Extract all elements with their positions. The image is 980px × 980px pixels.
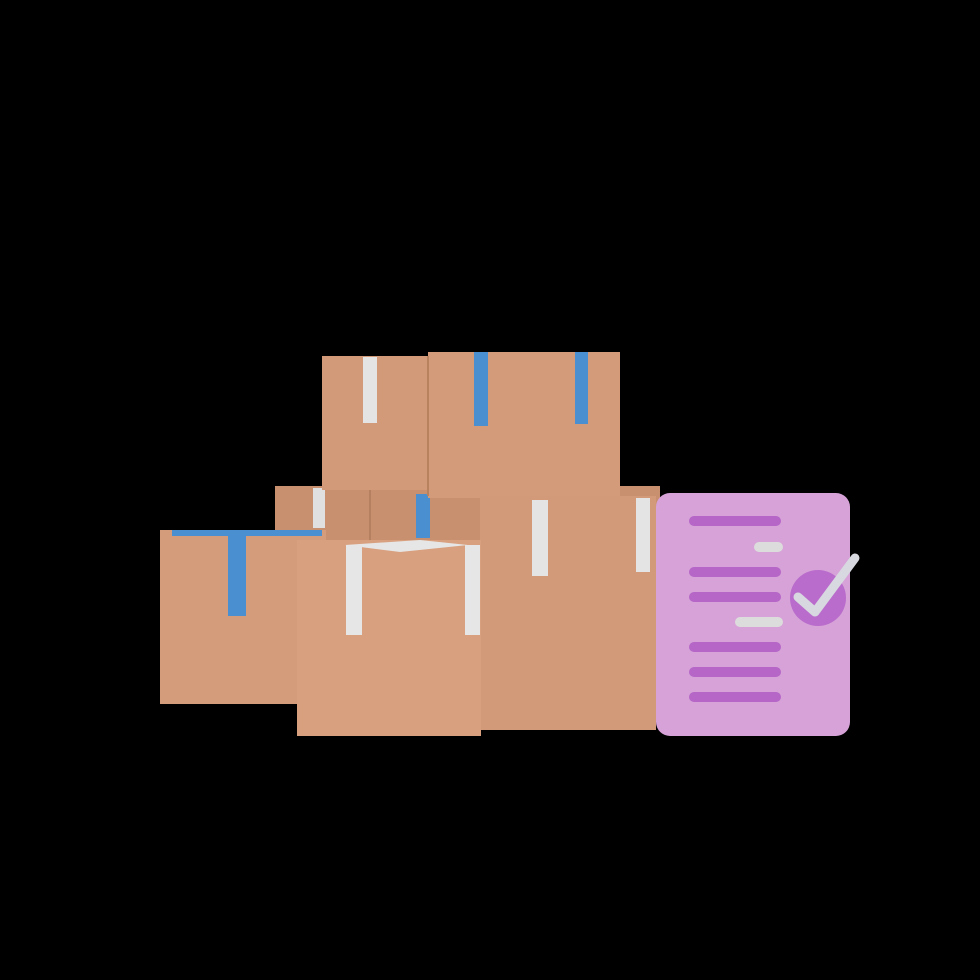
tape-blue xyxy=(228,530,246,616)
box-front xyxy=(297,540,481,736)
tape-blue xyxy=(416,494,430,538)
tape-white xyxy=(313,488,325,528)
check-mark xyxy=(793,553,860,617)
tape-blue xyxy=(474,352,488,426)
tape-white xyxy=(465,545,480,635)
tape-white-top xyxy=(345,540,468,552)
document-short-lines xyxy=(735,542,783,627)
tape-white xyxy=(636,498,650,572)
tape-white xyxy=(532,500,548,576)
box-top-right xyxy=(428,352,620,498)
tape-blue-top xyxy=(172,530,322,536)
tape-white xyxy=(346,545,362,635)
tape-blue xyxy=(575,352,588,424)
box-right xyxy=(480,496,656,730)
tape-white xyxy=(363,357,377,423)
document-lines xyxy=(689,516,781,702)
